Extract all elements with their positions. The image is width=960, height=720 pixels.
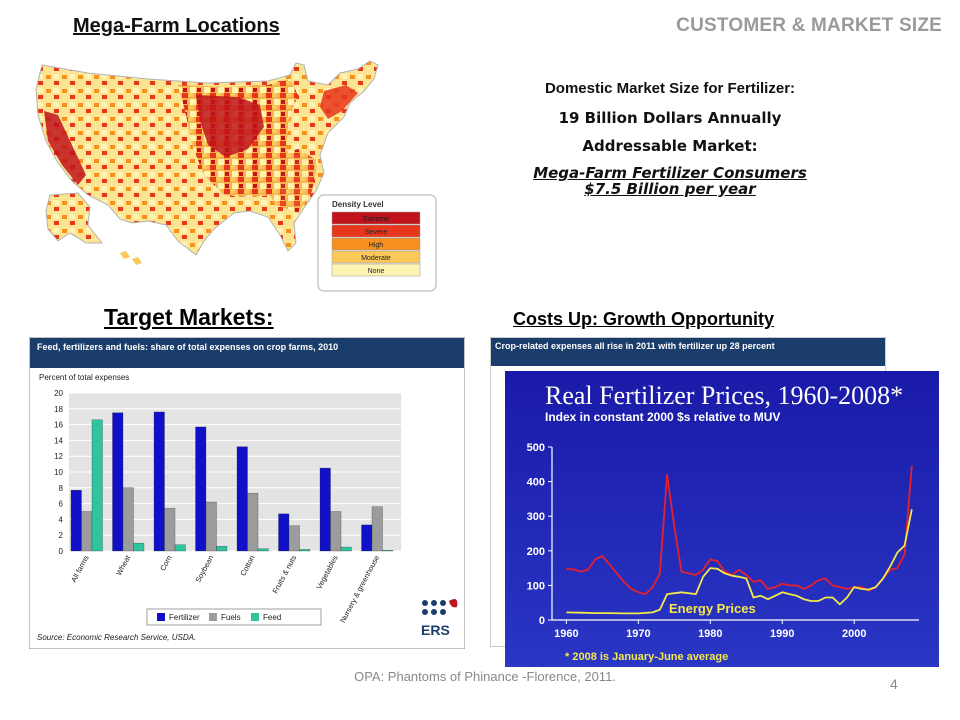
bar-ytick-label: 4 bbox=[59, 515, 64, 524]
bar-fertilizer-6 bbox=[319, 467, 331, 552]
bar-chart-source: Source: Economic Research Service, USDA. bbox=[37, 633, 196, 642]
bar-legend-label-fuels: Fuels bbox=[221, 613, 241, 622]
bar-fuels-0 bbox=[81, 511, 93, 552]
bar-ytick-label: 20 bbox=[54, 389, 63, 398]
bar-feed-7 bbox=[382, 550, 394, 552]
line-xtick-label: 1960 bbox=[554, 628, 578, 640]
bar-legend-label-fertilizer: Fertilizer bbox=[169, 613, 200, 622]
bar-ytick-label: 10 bbox=[54, 468, 63, 477]
legend-title: Density Level bbox=[332, 200, 384, 209]
line-chart-footnote: * 2008 is January-June average bbox=[565, 651, 728, 663]
southeast-region bbox=[264, 149, 318, 213]
bar-feed-4 bbox=[257, 548, 269, 552]
us-density-map: Density Level Extreme Severe High Moderate N… bbox=[35, 60, 437, 292]
bar-fuels-2 bbox=[164, 508, 176, 552]
line-xtick-label: 2000 bbox=[842, 628, 866, 640]
ers-logo-text: ERS bbox=[421, 622, 450, 638]
target-markets-title: Target Markets: bbox=[104, 304, 274, 330]
bar-chart-title: Feed, fertilizers and fuels: share of to… bbox=[37, 342, 338, 352]
bar-ytick-label: 6 bbox=[59, 500, 64, 509]
bar-legend-swatch-feed bbox=[251, 613, 259, 621]
addressable-market-segment: Mega-Farm Fertilizer Consumers bbox=[533, 164, 807, 182]
line-ytick-label: 0 bbox=[539, 615, 545, 627]
northeast-region bbox=[320, 85, 358, 119]
density-legend: Density Level Extreme Severe High Moderate N… bbox=[317, 194, 437, 292]
california-region bbox=[44, 111, 86, 185]
bar-fertilizer-4 bbox=[236, 446, 248, 552]
bar-fertilizer-5 bbox=[278, 513, 290, 552]
bar-fuels-3 bbox=[205, 501, 217, 552]
legend-swatch-extreme bbox=[331, 211, 421, 225]
bar-legend-label-feed: Feed bbox=[263, 613, 281, 622]
bar-fertilizer-2 bbox=[153, 411, 165, 552]
line-ytick-label: 400 bbox=[527, 477, 545, 489]
costs-up-title: Costs Up: Growth Opportunity bbox=[513, 309, 774, 329]
slide-section-title: CUSTOMER & MARKET SIZE bbox=[676, 15, 942, 36]
legend-label-moderate: Moderate bbox=[361, 255, 391, 262]
line-ytick-label: 100 bbox=[527, 580, 545, 592]
bar-feed-5 bbox=[299, 549, 311, 552]
legend-swatch-none bbox=[331, 263, 421, 277]
bar-ytick-label: 8 bbox=[59, 484, 64, 493]
line-xtick-label: 1980 bbox=[698, 628, 722, 640]
legend-label-extreme: Extreme bbox=[363, 216, 389, 223]
bar-ytick-label: 16 bbox=[54, 421, 63, 430]
ers-logo: ERS bbox=[421, 599, 458, 638]
expense-share-bar-chart: Feed, fertilizers and fuels: share of to… bbox=[29, 337, 465, 649]
alaska-shape bbox=[45, 192, 104, 244]
domestic-market-value: 19 Billion Dollars Annually bbox=[558, 109, 782, 127]
bar-ytick-label: 12 bbox=[54, 452, 63, 461]
bar-fertilizer-0 bbox=[70, 490, 82, 552]
map-section-title: Mega-Farm Locations bbox=[73, 15, 280, 37]
bar-fuels-4 bbox=[247, 493, 259, 552]
bar-fuels-1 bbox=[122, 487, 134, 552]
bar-fuels-6 bbox=[330, 511, 342, 552]
domestic-market-label: Domestic Market Size for Fertilizer: bbox=[544, 80, 796, 97]
market-size-text: Domestic Market Size for Fertilizer: 19 … bbox=[460, 80, 880, 197]
page-number: 4 bbox=[890, 676, 898, 692]
bar-ytick-label: 0 bbox=[59, 547, 64, 556]
bar-chart-ylabel: Percent of total expenses bbox=[39, 373, 129, 382]
addressable-market-label: Addressable Market: bbox=[582, 137, 758, 155]
bar-feed-2 bbox=[174, 544, 186, 552]
bar-legend-box bbox=[146, 608, 322, 626]
bar-fertilizer-7 bbox=[361, 524, 373, 552]
bar-ytick-label: 18 bbox=[54, 405, 63, 414]
line-ytick-label: 300 bbox=[527, 511, 545, 523]
bar-feed-0 bbox=[91, 419, 103, 552]
line-xtick-label: 1990 bbox=[770, 628, 794, 640]
energy-price-line bbox=[566, 509, 913, 615]
legend-label-high: High bbox=[369, 242, 384, 249]
bar-fertilizer-3 bbox=[195, 426, 207, 552]
bar-legend-swatch-fertilizer bbox=[157, 613, 165, 621]
real-fertilizer-prices-chart: Real Fertilizer Prices, 1960-2008* Index… bbox=[505, 371, 939, 667]
legend-swatch-moderate bbox=[331, 250, 421, 264]
bar-ytick-label: 2 bbox=[59, 531, 64, 540]
bar-fuels-7 bbox=[371, 506, 383, 552]
energy-prices-annotation: Energy Prices bbox=[669, 601, 756, 616]
bar-legend-swatch-fuels bbox=[209, 613, 217, 621]
bar-feed-3 bbox=[216, 546, 228, 552]
midwest-extreme-region bbox=[196, 95, 264, 157]
line-chart-subtitle: Index in constant 2000 $s relative to MU… bbox=[545, 410, 780, 424]
line-xtick-label: 1970 bbox=[626, 628, 650, 640]
legend-swatch-severe bbox=[331, 224, 421, 238]
bar-feed-6 bbox=[340, 546, 352, 552]
legend-label-none: None bbox=[368, 268, 385, 275]
bar-feed-1 bbox=[133, 542, 145, 552]
legend-label-severe: Severe bbox=[365, 229, 387, 236]
footer-text: OPA: Phantoms of Phinance -Florence, 201… bbox=[354, 669, 616, 684]
bar-fertilizer-1 bbox=[112, 412, 124, 552]
line-ytick-label: 200 bbox=[527, 546, 545, 558]
line-chart-title: Real Fertilizer Prices, 1960-2008* bbox=[545, 381, 903, 410]
bar-fuels-5 bbox=[288, 525, 300, 552]
addressable-market-value: $7.5 Billion per year bbox=[584, 180, 756, 198]
hawaii-shape bbox=[120, 251, 142, 265]
crop-expenses-title: Crop-related expenses all rise in 2011 w… bbox=[495, 341, 775, 351]
legend-swatch-high bbox=[331, 237, 421, 251]
line-ytick-label: 500 bbox=[527, 442, 545, 454]
bar-ytick-label: 14 bbox=[54, 436, 63, 445]
